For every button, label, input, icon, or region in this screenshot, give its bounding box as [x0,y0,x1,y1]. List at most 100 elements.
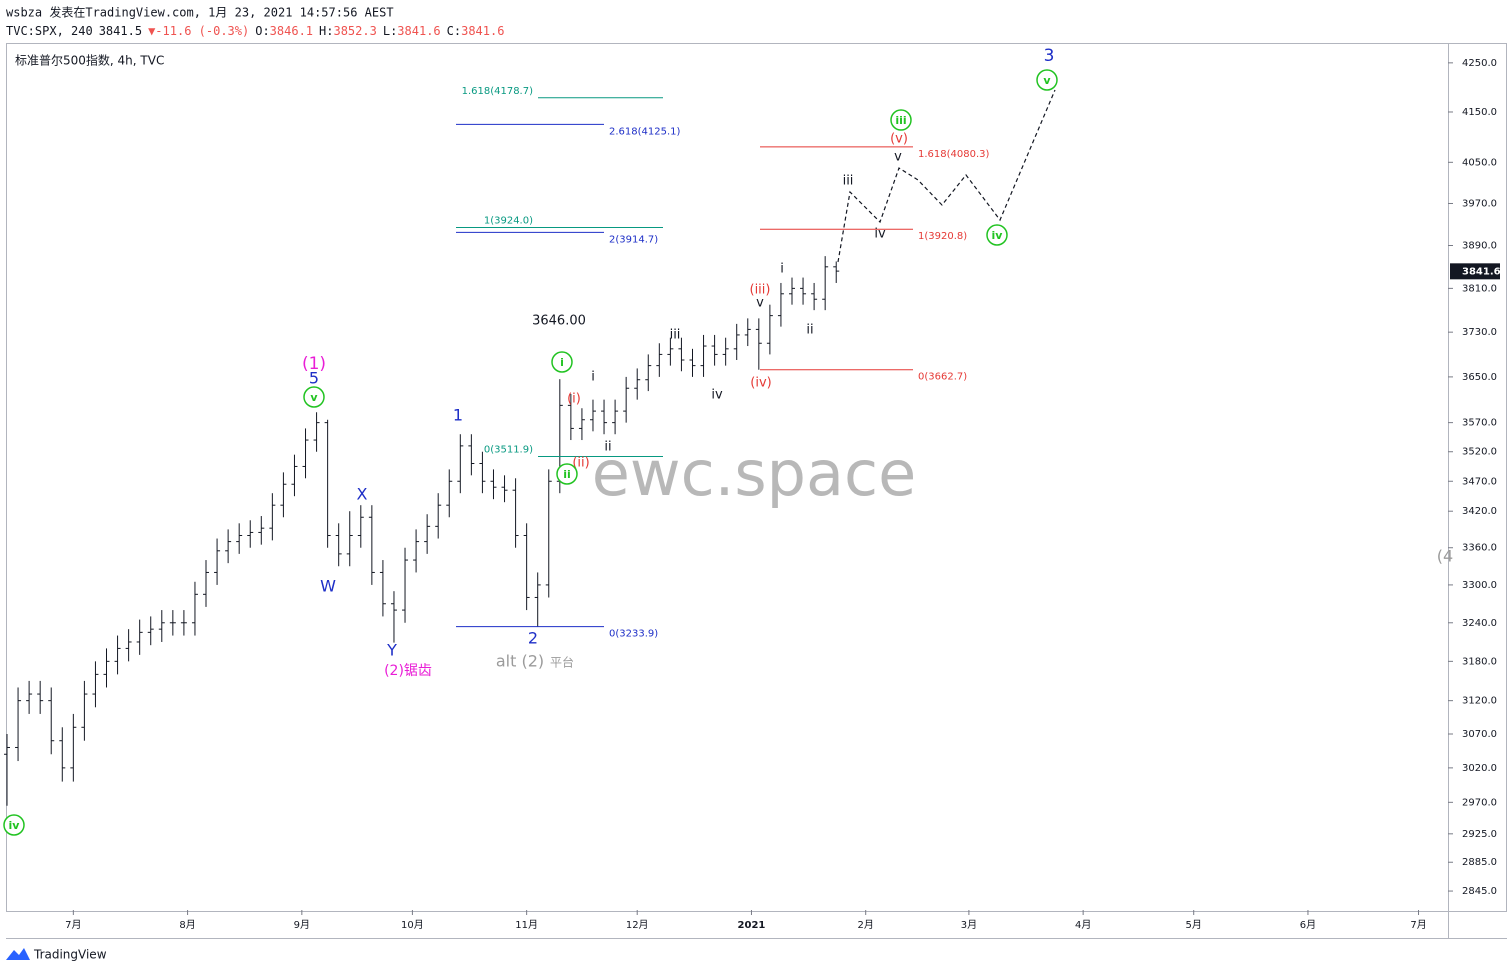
price-tag [1450,263,1500,280]
header-line1: wsbza 发表在TradingView.com, 1月 23, 2021 14… [6,5,394,20]
wave-label: i [560,356,564,369]
wave-label: iii [843,174,854,189]
header-part: L: [383,24,397,38]
wave-label: 3 [1044,46,1055,66]
fib-label: 1.618(4080.3) [918,149,990,160]
x-tick-label: 11月 [515,919,538,931]
header-part: C: [447,24,461,38]
wave-label: W [320,577,336,596]
wave-label: (1) [302,354,326,374]
wave-circle [303,386,325,408]
y-tick-label: 4050.0 [1462,157,1497,168]
wave-circle [1036,69,1058,91]
y-tick-label: 3120.0 [1462,696,1497,707]
wave-label: v [1043,74,1051,87]
fib-label: 0(3233.9) [609,629,658,640]
wave-label: v [756,296,764,311]
y-tick-label: 4250.0 [1462,58,1497,69]
y-tick-label: 3810.0 [1462,283,1497,294]
fib-label: 0(3511.9) [484,444,533,455]
wave-circle [986,224,1008,246]
y-tick-label: 2925.0 [1462,829,1497,840]
fib-label: 2.618(4125.1) [609,126,681,137]
y-tick-label: 2885.0 [1462,857,1497,868]
wave-label: v [310,391,318,404]
header-part: 3852.3 [333,24,376,38]
y-tick-label: 3020.0 [1462,763,1497,774]
wave-label: iv [711,388,723,403]
header-part: 3841.6 [397,24,440,38]
wave-label: Y [386,641,397,660]
y-tick-label: 3300.0 [1462,580,1497,591]
wave-label: iii [670,328,681,343]
y-tick-label: 3360.0 [1462,543,1497,554]
wave-label: 3646.00 [532,314,586,329]
wave-label: 2 [528,629,538,648]
x-tick-label: 6月 [1300,919,1316,931]
wave-label: 1 [453,406,463,425]
header-part: O: [255,24,269,38]
fib-label: 2(3914.7) [609,234,658,245]
y-tick-label: 3970.0 [1462,198,1497,209]
y-tick-label: 3420.0 [1462,506,1497,517]
y-tick-label: 2970.0 [1462,797,1497,808]
wave-label: (2)锯齿 [384,663,432,679]
x-tick-label: 12月 [626,919,649,931]
fib-label: 1(3924.0) [484,216,533,227]
wave-label: i [780,262,784,277]
wave-label: ii [604,440,611,455]
header-part: ▼ [148,24,156,38]
x-tick-label: 5月 [1186,919,1202,931]
x-tick-label: 2月 [858,919,874,931]
x-tick-label: 4月 [1075,919,1091,931]
price-tag-label: 3841.6 [1462,266,1501,277]
projected-path [837,89,1056,263]
wave-label: alt (2) [496,652,544,671]
y-tick-label: 3240.0 [1462,618,1497,629]
wave-label: X [357,485,368,504]
x-tick-label: 7月 [65,919,81,931]
wave-label: 5 [309,369,319,388]
y-tick-label: 3470.0 [1462,476,1497,487]
fib-label: 1(3920.8) [918,231,967,242]
wave-label: (iii) [750,283,771,298]
x-tick-label: 7月 [1410,919,1426,931]
y-tick-label: 3520.0 [1462,447,1497,458]
wave-circle [890,109,912,131]
y-tick-label: 3070.0 [1462,729,1497,740]
wave-label: (i) [567,392,581,407]
wave-label: iv [874,227,886,242]
header-part: 3841.6 [461,24,504,38]
header-line2: TVC:SPX, 240 3841.5 ▼-11.6 (-0.3%) O:3846.1… [6,24,504,38]
plot-frame [6,43,1507,912]
wave-label: (iv) [750,376,771,391]
x-tick-label: 10月 [401,919,424,931]
logo: TradingView [6,948,107,962]
wave-label: iii [895,114,906,127]
wave-label: i [591,370,595,385]
y-tick-label: 3180.0 [1462,656,1497,667]
brand: TradingView [33,948,107,962]
fib-label: 1.618(4178.7) [462,86,534,97]
wave-label: 平台 [550,655,574,670]
wave-label: (v) [890,132,908,147]
x-tick-label: 3月 [961,919,977,931]
y-tick-label: 2845.0 [1462,886,1497,897]
y-tick-label: 4150.0 [1462,107,1497,118]
header-part: -11.6 (-0.3%) [155,24,249,38]
wave-label: iv [9,819,21,832]
wave-label: (ii) [572,456,589,471]
wave-circle [3,814,25,836]
x-tick-label: 9月 [294,919,310,931]
logo-icon [6,948,30,960]
watermark: ewc.space [592,437,917,510]
symbol: 标准普尔500指数, 4h, TVC [15,53,164,68]
y-tick-label: 3570.0 [1462,418,1497,429]
header-part: 3841.5 [99,24,142,38]
x-tick-label: 2021 [738,920,766,931]
wave-label: v [894,150,902,165]
wave-label: ii [563,468,571,481]
y-tick-label: 3730.0 [1462,327,1497,338]
